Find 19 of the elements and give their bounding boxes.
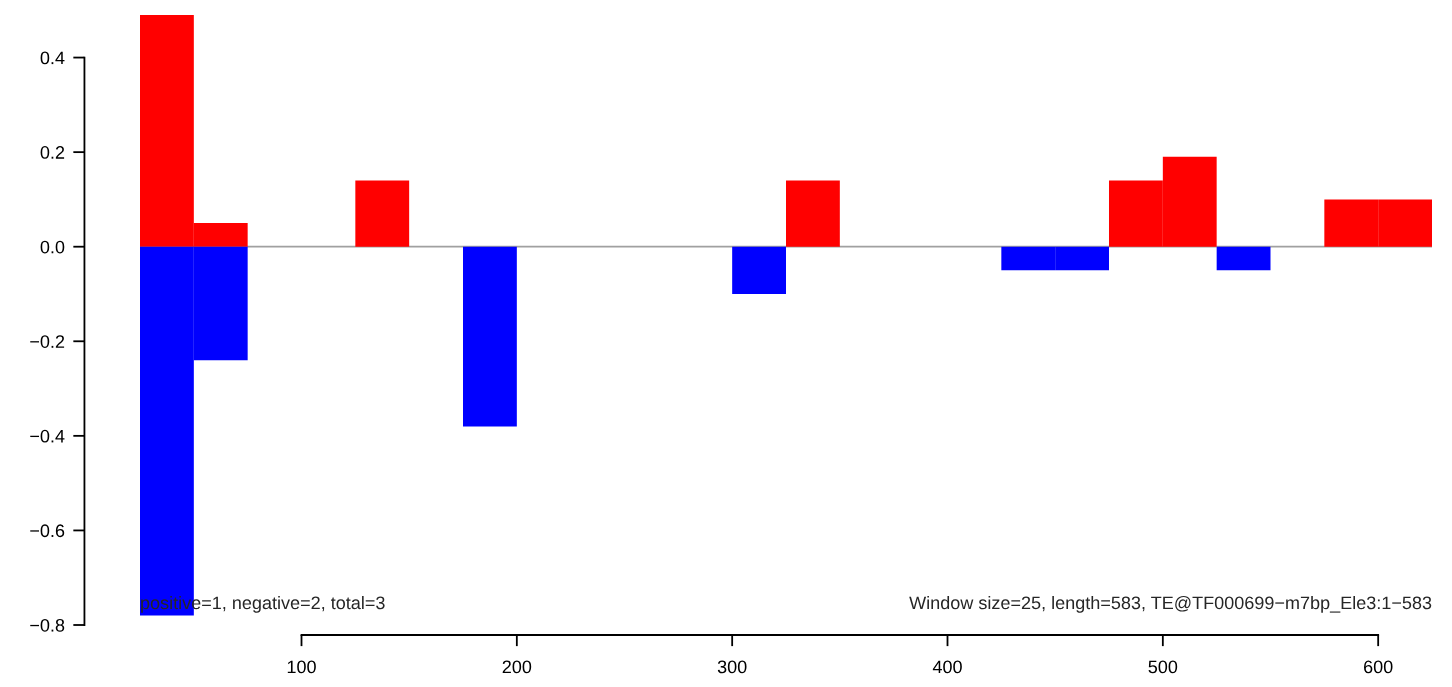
bar — [355, 180, 410, 247]
y-tick-label: −0.6 — [30, 524, 65, 538]
bar — [463, 246, 517, 427]
x-tick-label: 300 — [717, 660, 747, 674]
x-tick-label: 400 — [932, 660, 962, 674]
y-tick-label: −0.2 — [30, 335, 65, 348]
y-tick-label: −0.8 — [30, 618, 65, 632]
bar — [732, 246, 786, 294]
bar — [786, 180, 840, 247]
x-tick-label: 200 — [502, 660, 532, 674]
x-tick-label: 500 — [1148, 660, 1178, 674]
annotation: Window size=25, length=583, TE@TF000699−m7bp_Ele3:1−583 — [909, 595, 1432, 613]
x-tick-label: 600 — [1364, 660, 1393, 674]
y-tick-label: −0.4 — [30, 429, 65, 443]
y-tick-label: 0.0 — [40, 240, 65, 254]
x-tick-label: 100 — [287, 660, 316, 674]
y-tick-label: 0.4 — [40, 51, 65, 65]
y-tick-label: 0.2 — [40, 146, 65, 159]
bar — [1216, 246, 1271, 271]
